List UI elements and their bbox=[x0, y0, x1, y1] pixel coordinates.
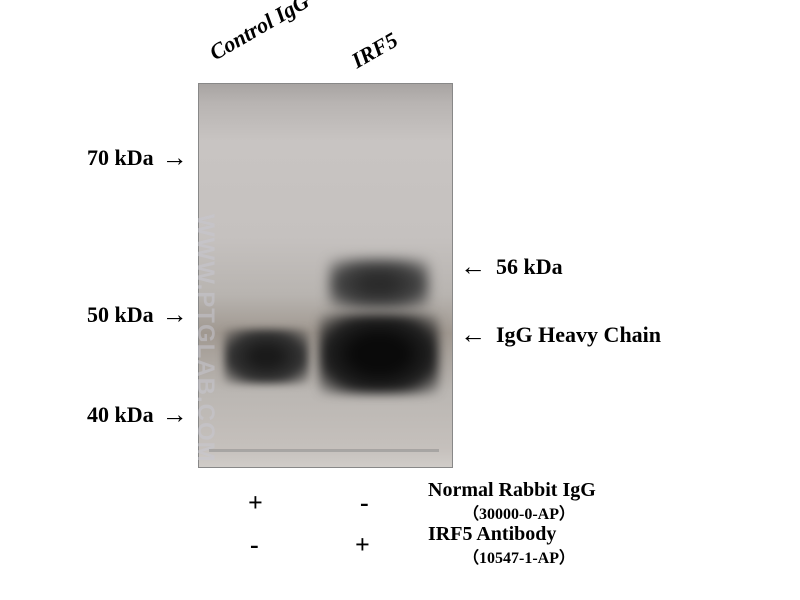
antibody-main-rabbit: Normal Rabbit IgG bbox=[428, 480, 596, 500]
arrow-right-icon: → bbox=[162, 400, 188, 430]
band-irf5-56kda bbox=[329, 259, 429, 309]
watermark-text: WWW.PTGLAB.COM bbox=[191, 214, 219, 463]
arrow-right-icon: → bbox=[162, 300, 188, 330]
antibody-label-irf5: IRF5 Antibody （10547-1-AP） bbox=[428, 524, 575, 568]
mw-marker-40kda: 40 kDa → bbox=[87, 400, 188, 430]
band-label-igg: IgG Heavy Chain bbox=[496, 322, 661, 348]
column-header-irf5: IRF5 bbox=[347, 27, 402, 74]
faint-line-artifact bbox=[209, 449, 439, 452]
antibody-main-irf5: IRF5 Antibody bbox=[428, 524, 575, 544]
antibody-label-rabbit-igg: Normal Rabbit IgG （30000-0-AP） bbox=[428, 480, 596, 524]
mw-label-50: 50 kDa bbox=[87, 302, 154, 328]
mw-marker-70kda: 70 kDa → bbox=[87, 143, 188, 173]
band-marker-56kda: ← 56 kDa bbox=[460, 252, 563, 282]
figure-container: Control IgG IRF5 WWW.PTGLAB.COM 70 kDa →… bbox=[0, 0, 800, 600]
band-label-56: 56 kDa bbox=[496, 254, 563, 280]
band-control-lane bbox=[224, 329, 309, 384]
western-blot-image: WWW.PTGLAB.COM bbox=[198, 83, 453, 468]
band-irf5-heavy-chain bbox=[319, 314, 439, 394]
arrow-left-icon: ← bbox=[460, 320, 486, 350]
column-header-control: Control IgG bbox=[205, 0, 314, 66]
antibody-catalog-rabbit: （30000-0-AP） bbox=[463, 500, 596, 524]
band-marker-igg-heavy: ← IgG Heavy Chain bbox=[460, 320, 661, 350]
arrow-left-icon: ← bbox=[460, 252, 486, 282]
pm-rabbit-igg-control: + bbox=[248, 488, 263, 518]
mw-label-40: 40 kDa bbox=[87, 402, 154, 428]
pm-irf5-ab-irf5: + bbox=[355, 530, 370, 560]
mw-marker-50kda: 50 kDa → bbox=[87, 300, 188, 330]
pm-irf5-ab-control: - bbox=[250, 530, 259, 560]
antibody-catalog-irf5: （10547-1-AP） bbox=[463, 544, 575, 568]
mw-label-70: 70 kDa bbox=[87, 145, 154, 171]
arrow-right-icon: → bbox=[162, 143, 188, 173]
pm-rabbit-igg-irf5: - bbox=[360, 488, 369, 518]
